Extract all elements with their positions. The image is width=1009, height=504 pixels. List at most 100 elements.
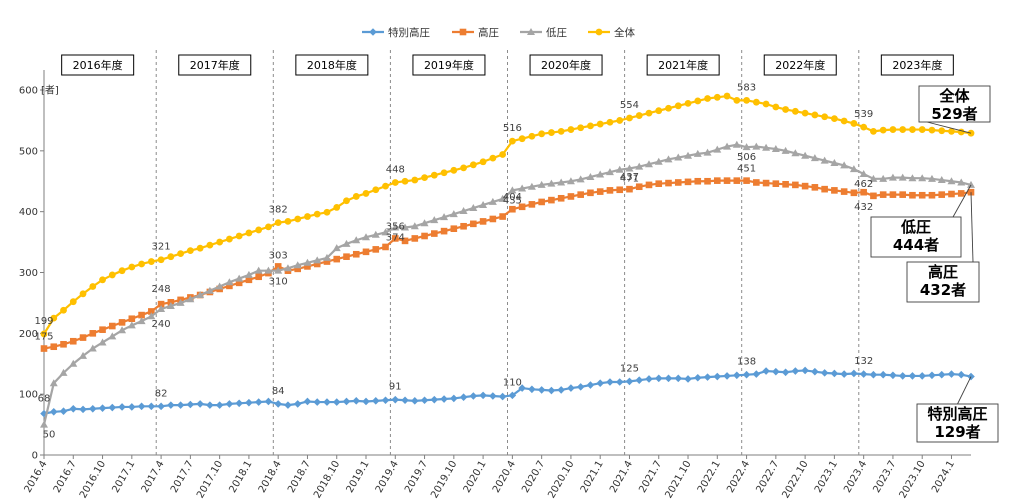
data-point [167,253,175,261]
data-label: 437 [620,172,639,183]
data-point [586,172,595,180]
data-point [79,290,87,298]
callout-pointer [926,121,972,134]
data-point [762,367,770,375]
data-point [615,378,624,386]
data-point [957,190,965,197]
data-point [216,238,224,246]
data-point [723,372,731,380]
data-point [860,188,867,196]
y-tick-label: 600 [19,86,38,97]
data-point [499,151,507,158]
data-point [772,367,780,376]
data-point [196,244,204,252]
data-point [850,120,858,127]
data-point [665,179,672,187]
fiscal-year-label: 2020年度 [541,58,591,72]
data-point [40,409,48,418]
data-point [343,253,350,260]
data-point [498,194,507,202]
data-point [372,246,380,253]
data-label: 321 [152,242,171,253]
data-point [528,132,536,140]
data-point [684,178,692,186]
legend-item: 低圧 [520,26,567,39]
data-point [186,247,194,255]
data-point [548,129,555,136]
data-point [645,109,653,117]
data-point [752,98,760,106]
data-label: 50 [43,430,56,441]
data-point [362,233,371,241]
data-point [79,334,87,341]
data-point [693,149,702,157]
data-point [703,148,712,156]
data-point [752,370,761,378]
data-point [177,250,185,258]
data-point [479,391,487,400]
data-point [713,145,722,153]
data-point [411,397,419,405]
data-point [508,137,516,145]
x-tick-label: 2023.7 [872,459,899,495]
data-point [655,107,663,115]
data-point [294,215,302,223]
data-point [928,371,936,380]
series-3 [40,92,975,338]
data-point [215,282,224,290]
data-point [98,404,107,412]
y-tick-label: 500 [19,146,38,157]
data-point [440,395,448,403]
data-point [664,155,673,163]
data-point [694,97,702,105]
fiscal-year-headers: 2016年度 2017年度 2018年度 2019年度 2020年度 2021年度 2022… [61,50,954,455]
data-point [635,376,644,384]
data-point [235,399,243,408]
data-point [148,308,155,315]
series-0 [40,366,975,418]
data-point [743,96,750,104]
data-label: 448 [386,164,405,175]
data-point [225,400,234,408]
data-point [401,177,409,185]
data-point [879,174,888,182]
data-point [723,92,731,100]
fiscal-year-label: 2021年度 [658,58,708,72]
data-point [410,222,419,230]
data-point [284,401,292,409]
fiscal-year-box [763,54,837,76]
x-tick-label: 2019.1 [345,459,372,495]
data-point [489,392,497,400]
data-point [898,173,907,181]
data-point [606,187,614,194]
fiscal-year-label: 2018年度 [307,58,357,72]
data-point [147,312,156,320]
data-point [391,179,399,186]
data-point [704,95,711,102]
data-point [586,381,595,389]
data-point [157,402,165,411]
data-label: 374 [386,232,405,243]
data-point [957,178,966,186]
data-point [372,186,380,194]
data-point [479,218,487,225]
data-label: 248 [152,284,171,295]
data-label: 516 [503,123,522,134]
data-point [235,279,243,287]
data-point [781,368,790,377]
data-point [772,103,780,111]
x-tick-label: 2022.10 [781,459,811,500]
data-point [98,338,107,346]
data-point [59,368,68,376]
data-point [772,180,780,187]
data-point [488,197,497,205]
data-point [831,187,838,194]
data-point [489,215,497,223]
y-unit-label: [者] [41,85,59,97]
data-point [274,219,282,227]
data-point [626,185,633,193]
data-point [469,392,478,400]
data-point [859,169,868,177]
data-point [548,196,555,204]
x-tick-label: 2018.4 [257,459,284,495]
